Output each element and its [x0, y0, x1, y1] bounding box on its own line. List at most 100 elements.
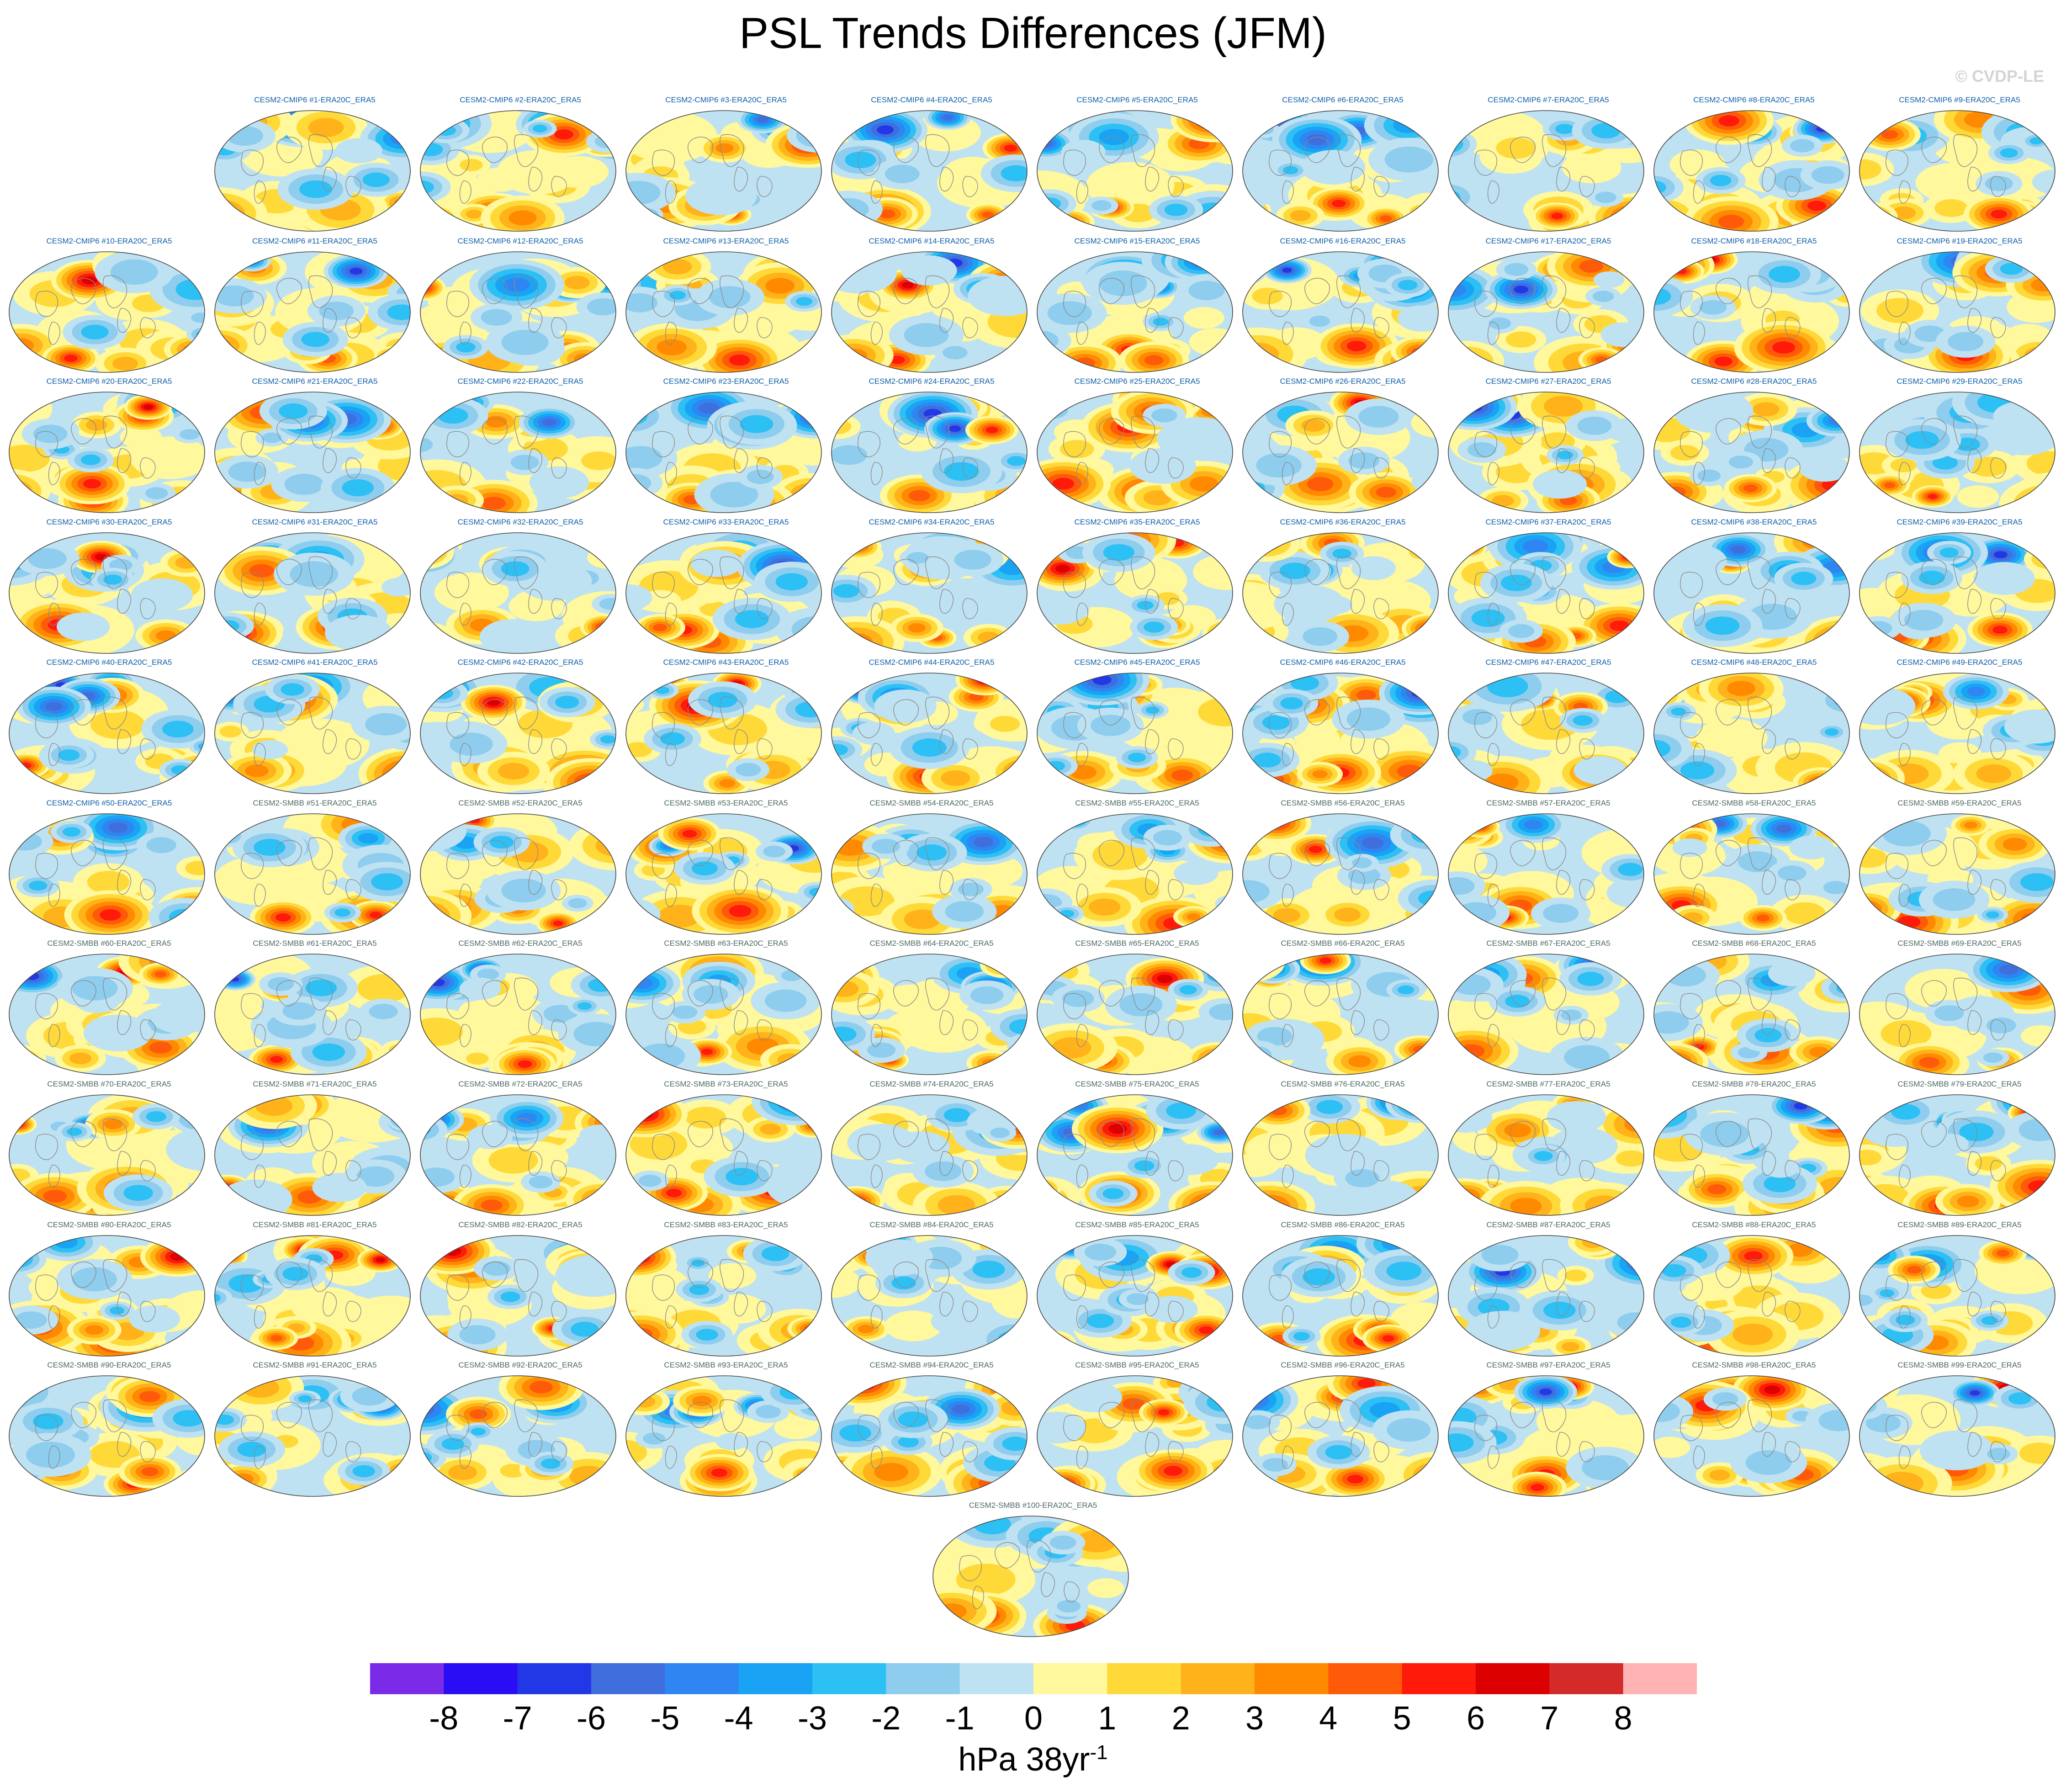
contour-region — [1654, 778, 1675, 790]
coastline — [734, 308, 748, 333]
map — [831, 251, 1028, 373]
contour-region — [657, 339, 687, 355]
map — [420, 532, 616, 654]
contour-region — [1828, 814, 1849, 836]
map — [625, 110, 822, 232]
contour-region — [908, 623, 926, 633]
map — [420, 673, 616, 794]
contour-region — [145, 487, 168, 499]
contour-region — [1859, 769, 1884, 788]
contour-region — [1183, 307, 1224, 329]
contour-region — [1190, 257, 1209, 267]
contour-region — [325, 615, 392, 651]
map — [214, 110, 411, 232]
contour-region — [626, 446, 662, 470]
map-panel: CESM2-SMBB #62-ERA20C_ERA5 — [418, 938, 623, 1079]
contour-region — [1249, 121, 1280, 138]
contour-region — [501, 329, 549, 355]
map-field — [832, 673, 1027, 794]
map-field — [420, 252, 616, 372]
panel-title: CESM2-CMIP6 #42-ERA20C_ERA5 — [457, 658, 583, 667]
contour-region — [1807, 201, 1827, 211]
coastline — [482, 418, 508, 445]
contour-region — [1199, 111, 1228, 127]
contour-region — [1462, 709, 1493, 725]
coastline — [1269, 149, 1292, 176]
coastline — [720, 556, 744, 589]
map-panel: CESM2-CMIP6 #22-ERA20C_ERA5 — [418, 376, 623, 517]
coastline — [1076, 462, 1088, 485]
coastline — [254, 180, 266, 204]
contour-region — [1822, 414, 1849, 428]
contour-region — [1075, 357, 1095, 369]
map-field — [626, 814, 821, 934]
contour-region — [2029, 137, 2043, 145]
coastline — [1990, 457, 2006, 479]
contour-region — [1863, 123, 1880, 133]
panel-title: CESM2-SMBB #51-ERA20C_ERA5 — [253, 799, 377, 807]
map-outline — [420, 532, 616, 654]
contour-region — [1939, 547, 1959, 558]
map-field — [832, 814, 1027, 934]
contour-region — [1808, 775, 1834, 790]
contour-region — [420, 546, 433, 558]
contour-region — [1813, 778, 1829, 787]
map-field — [1243, 392, 1438, 513]
contour-region — [1309, 315, 1330, 327]
contour-region — [1346, 340, 1367, 351]
coastline — [870, 180, 883, 204]
contour-region — [1579, 260, 1604, 273]
contour-region — [352, 552, 406, 581]
contour-region — [249, 564, 274, 578]
coastline — [1716, 418, 1741, 445]
contour-region — [1573, 715, 1593, 726]
coastline — [103, 415, 127, 449]
map-field — [1859, 111, 2055, 231]
contour-region — [1251, 535, 1281, 551]
coastline — [1168, 457, 1184, 479]
coastline — [1131, 415, 1155, 449]
map-panel: CESM2-CMIP6 #11-ERA20C_ERA5 — [212, 235, 418, 377]
coastline — [1373, 176, 1389, 197]
contour-region — [1290, 675, 1319, 691]
coastline — [757, 598, 773, 620]
coastline — [1487, 322, 1499, 345]
contour-region — [1577, 416, 1612, 435]
contour-region — [1243, 533, 1291, 557]
coastline — [528, 589, 543, 614]
map — [9, 954, 205, 1075]
map-outline — [1448, 251, 1644, 373]
coastline — [1579, 457, 1595, 479]
coastline — [482, 559, 508, 585]
contour-region — [1397, 305, 1438, 332]
panel-title: CESM2-CMIP6 #16-ERA20C_ERA5 — [1280, 237, 1406, 245]
contour-region — [83, 479, 101, 489]
map-panel: CESM2-CMIP6 #47-ERA20C_ERA5 — [1446, 657, 1651, 798]
map — [214, 251, 411, 373]
map-panel: CESM2-CMIP6 #7-ERA20C_ERA5 — [1446, 94, 1651, 236]
map-panel: CESM2-CMIP6 #14-ERA20C_ERA5 — [829, 235, 1034, 377]
contour-region — [1465, 402, 1483, 412]
coastline — [446, 291, 470, 317]
panel-title: CESM2-CMIP6 #7-ERA20C_ERA5 — [1488, 95, 1609, 104]
contour-region — [872, 838, 900, 854]
contour-region — [1992, 626, 2008, 634]
contour-region — [420, 212, 444, 228]
contour-region — [1657, 780, 1671, 788]
map-field — [1243, 533, 1438, 653]
contour-region — [1144, 621, 1165, 633]
coastline — [1680, 291, 1703, 317]
map-panel: CESM2-CMIP6 #34-ERA20C_ERA5 — [829, 516, 1034, 658]
contour-region — [796, 814, 821, 834]
map — [214, 813, 411, 935]
contour-region — [1976, 764, 2011, 783]
contour-region — [1463, 545, 1472, 550]
contour-region — [810, 818, 821, 827]
contour-region — [1672, 261, 1686, 269]
contour-region — [1683, 912, 1703, 923]
contour-region — [380, 349, 408, 365]
contour-region — [699, 403, 720, 414]
map — [1448, 392, 1644, 513]
contour-region — [308, 118, 344, 137]
contour-region — [797, 121, 814, 130]
